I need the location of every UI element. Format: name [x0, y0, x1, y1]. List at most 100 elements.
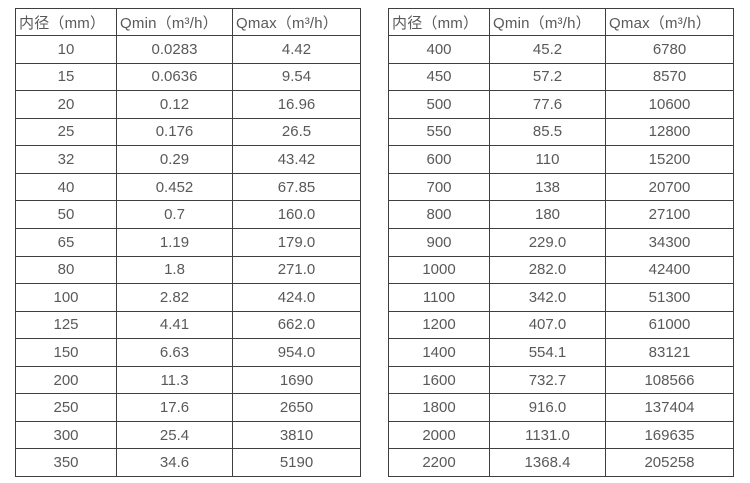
cell-qmax: 42400 — [605, 255, 734, 285]
cell-qmin: 45.2 — [489, 35, 606, 64]
cell-qmin: 0.176 — [116, 117, 233, 147]
cell-qmin: 6.63 — [116, 338, 233, 367]
table-row: 1200 407.0 61000 — [388, 310, 734, 340]
table-row: 500 77.6 10600 — [388, 90, 734, 119]
cell-qmax: 16.96 — [232, 90, 361, 119]
cell-qmin: 17.6 — [116, 393, 233, 422]
table-row: 80 1.8 271.0 — [15, 255, 361, 285]
cell-qmin: 0.0283 — [116, 35, 233, 64]
table-row: 250 17.6 2650 — [15, 393, 361, 422]
header-cell-qmin: Qmin（m³/h） — [116, 8, 233, 36]
table-row: 550 85.5 12800 — [388, 117, 734, 147]
cell-qmax: 15200 — [605, 145, 734, 174]
cell-qmax: 51300 — [605, 283, 734, 312]
cell-qmin: 4.41 — [116, 310, 233, 340]
cell-diameter: 100 — [15, 283, 117, 312]
cell-diameter: 1000 — [388, 255, 490, 285]
cell-qmin: 0.0636 — [116, 62, 233, 92]
table-row: 1600 732.7 108566 — [388, 365, 734, 395]
table-row: 150 6.63 954.0 — [15, 338, 361, 367]
cell-diameter: 50 — [15, 200, 117, 229]
table-row: 900 229.0 34300 — [388, 227, 734, 257]
table-row: 125 4.41 662.0 — [15, 310, 361, 340]
table-row: 1400 554.1 83121 — [388, 338, 734, 367]
cell-diameter: 900 — [388, 227, 490, 257]
table-row: 1100 342.0 51300 — [388, 283, 734, 312]
cell-qmax: 8570 — [605, 62, 734, 92]
cell-diameter: 15 — [15, 62, 117, 92]
table-row: 600 110 15200 — [388, 145, 734, 174]
cell-diameter: 1200 — [388, 310, 490, 340]
cell-diameter: 700 — [388, 172, 490, 202]
cell-diameter: 2000 — [388, 420, 490, 450]
cell-diameter: 500 — [388, 90, 490, 119]
cell-qmax: 2650 — [232, 393, 361, 422]
cell-qmax: 10600 — [605, 90, 734, 119]
cell-qmax: 12800 — [605, 117, 734, 147]
cell-diameter: 1400 — [388, 338, 490, 367]
cell-qmin: 0.7 — [116, 200, 233, 229]
cell-qmax: 6780 — [605, 35, 734, 64]
cell-qmin: 1368.4 — [489, 448, 606, 477]
cell-diameter: 40 — [15, 172, 117, 202]
cell-diameter: 800 — [388, 200, 490, 229]
cell-diameter: 20 — [15, 90, 117, 119]
cell-qmin: 282.0 — [489, 255, 606, 285]
table-row: 25 0.176 26.5 — [15, 117, 361, 147]
cell-qmin: 916.0 — [489, 393, 606, 422]
cell-qmin: 180 — [489, 200, 606, 229]
table-row: 450 57.2 8570 — [388, 62, 734, 92]
flow-table-right: 内径（mm） Qmin（m³/h） Qmax（m³/h） 400 45.2 6780 450… — [388, 8, 734, 477]
cell-qmax: 160.0 — [232, 200, 361, 229]
cell-qmin: 110 — [489, 145, 606, 174]
cell-qmin: 57.2 — [489, 62, 606, 92]
cell-diameter: 400 — [388, 35, 490, 64]
cell-qmax: 26.5 — [232, 117, 361, 147]
cell-qmax: 424.0 — [232, 283, 361, 312]
table-row: 32 0.29 43.42 — [15, 145, 361, 174]
cell-qmin: 85.5 — [489, 117, 606, 147]
cell-diameter: 125 — [15, 310, 117, 340]
cell-qmax: 137404 — [605, 393, 734, 422]
cell-diameter: 25 — [15, 117, 117, 147]
cell-diameter: 200 — [15, 365, 117, 395]
cell-diameter: 2200 — [388, 448, 490, 477]
cell-diameter: 1100 — [388, 283, 490, 312]
cell-diameter: 65 — [15, 227, 117, 257]
cell-diameter: 32 — [15, 145, 117, 174]
cell-qmax: 83121 — [605, 338, 734, 367]
cell-diameter: 350 — [15, 448, 117, 477]
cell-qmin: 34.6 — [116, 448, 233, 477]
header-cell-diameter: 内径（mm） — [15, 8, 117, 36]
table-row: 2200 1368.4 205258 — [388, 448, 734, 477]
cell-qmin: 1131.0 — [489, 420, 606, 450]
cell-qmax: 1690 — [232, 365, 361, 395]
cell-qmax: 662.0 — [232, 310, 361, 340]
cell-qmin: 0.12 — [116, 90, 233, 119]
cell-diameter: 550 — [388, 117, 490, 147]
header-cell-qmax: Qmax（m³/h） — [605, 8, 734, 36]
cell-qmin: 732.7 — [489, 365, 606, 395]
header-cell-qmax: Qmax（m³/h） — [232, 8, 361, 36]
header-cell-diameter: 内径（mm） — [388, 8, 490, 36]
cell-qmax: 61000 — [605, 310, 734, 340]
cell-qmin: 0.29 — [116, 145, 233, 174]
cell-qmax: 67.85 — [232, 172, 361, 202]
cell-qmax: 27100 — [605, 200, 734, 229]
header-row: 内径（mm） Qmin（m³/h） Qmax（m³/h） — [15, 8, 361, 36]
cell-qmin: 1.8 — [116, 255, 233, 285]
header-cell-qmin: Qmin（m³/h） — [489, 8, 606, 36]
table-row: 20 0.12 16.96 — [15, 90, 361, 119]
cell-qmin: 407.0 — [489, 310, 606, 340]
table-row: 10 0.0283 4.42 — [15, 35, 361, 64]
cell-qmin: 554.1 — [489, 338, 606, 367]
cell-qmin: 11.3 — [116, 365, 233, 395]
cell-qmax: 9.54 — [232, 62, 361, 92]
cell-qmax: 205258 — [605, 448, 734, 477]
table-row: 700 138 20700 — [388, 172, 734, 202]
table-row: 65 1.19 179.0 — [15, 227, 361, 257]
cell-qmin: 1.19 — [116, 227, 233, 257]
cell-qmax: 954.0 — [232, 338, 361, 367]
cell-diameter: 250 — [15, 393, 117, 422]
